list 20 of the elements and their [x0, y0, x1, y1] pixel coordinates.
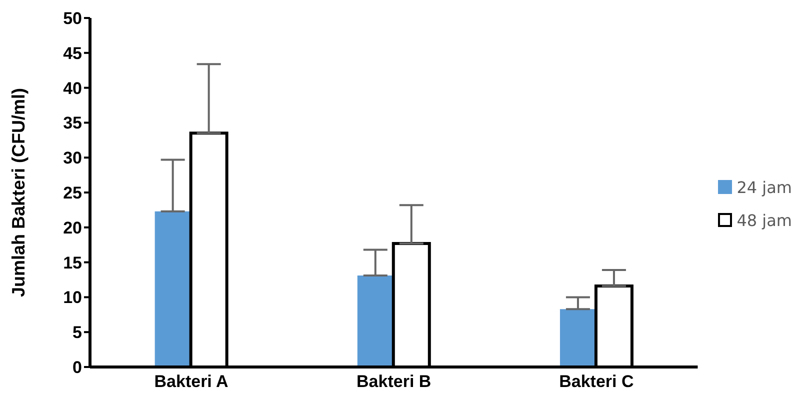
y-axis-title: Jumlah Bakteri (CFU/ml): [8, 88, 28, 298]
y-tick-label: 40: [63, 78, 82, 98]
y-tick-label: 0: [72, 358, 82, 378]
bar: [154, 211, 191, 367]
bar: [357, 276, 394, 367]
y-tick-label: 30: [63, 148, 82, 168]
y-tick-label: 50: [63, 9, 82, 28]
y-tick-label: 5: [72, 323, 82, 342]
bar: [560, 309, 596, 367]
x-tick-label: Bakteri C: [559, 372, 634, 392]
y-tick-label: 20: [63, 218, 82, 238]
y-tick-label: 45: [63, 44, 82, 63]
y-tick-label: 10: [63, 288, 82, 308]
y-tick-label: 15: [63, 253, 82, 272]
x-tick-label: Bakteri A: [154, 372, 228, 392]
legend-label: 24 jam: [736, 178, 792, 196]
y-tick-label: 25: [63, 184, 82, 203]
legend-label: 48 jam: [736, 210, 792, 230]
y-tick-label: 35: [63, 114, 82, 133]
x-tick-label: Bakteri B: [356, 372, 432, 392]
